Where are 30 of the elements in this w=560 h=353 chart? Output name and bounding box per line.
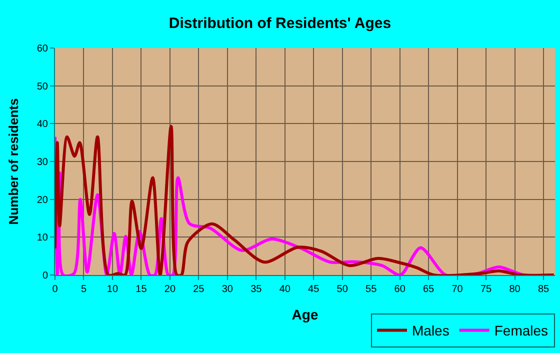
x-tick-label: 60 (394, 284, 406, 295)
x-tick-label: 40 (279, 284, 291, 295)
chart-title: Distribution of Residents' Ages (168, 15, 392, 32)
x-tick-label: 70 (452, 284, 464, 295)
x-axis-title: Age (292, 306, 318, 322)
x-tick-label: 50 (336, 284, 348, 295)
x-tick-label: 10 (106, 284, 118, 295)
x-tick-label: 20 (164, 284, 176, 295)
x-tick-label: 45 (308, 284, 320, 295)
legend-label: Males (412, 322, 450, 339)
y-tick-label: 10 (36, 232, 48, 244)
x-tick-label: 55 (366, 284, 378, 295)
x-tick-label: 30 (222, 284, 234, 295)
legend-label: Females (494, 322, 548, 339)
x-tick-label: 5 (80, 284, 87, 295)
y-tick-label: 30 (36, 157, 48, 168)
x-tick-label: 25 (193, 284, 205, 295)
x-tick-label: 80 (509, 284, 521, 295)
x-tick-label: 0 (52, 284, 58, 295)
x-tick-label: 35 (250, 284, 262, 295)
y-tick-label: 20 (36, 194, 48, 206)
x-tick-label: 75 (480, 284, 492, 295)
y-tick-label: 50 (36, 81, 48, 92)
y-tick-label: 60 (36, 44, 48, 54)
y-tick-label: 40 (36, 119, 48, 130)
x-tick-label: 85 (538, 284, 550, 295)
y-axis-title: Number of residents (6, 98, 21, 225)
y-tick-label: 0 (42, 270, 48, 282)
x-tick-label: 65 (422, 284, 435, 295)
x-tick-label: 15 (136, 284, 148, 295)
